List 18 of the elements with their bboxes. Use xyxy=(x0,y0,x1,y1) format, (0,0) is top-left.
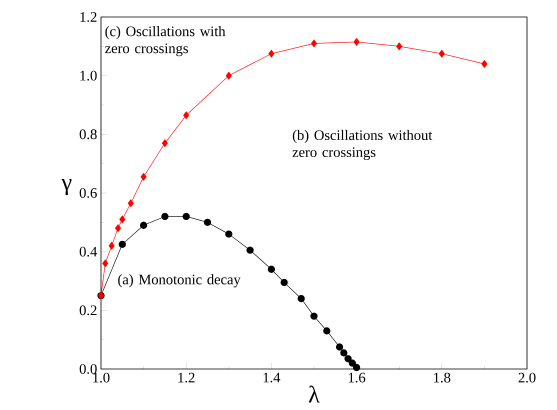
annotation: (b) Oscillations without zero crossings xyxy=(292,130,432,160)
y-tick-label: 1.0 xyxy=(80,70,97,81)
y-tick-label: 0.6 xyxy=(80,188,97,198)
x-tick-label: 1.4 xyxy=(264,372,280,383)
y-tick-label: 0.8 xyxy=(80,129,97,140)
x-axis-title: λ xyxy=(308,386,320,403)
y-tick-label: 0.0 xyxy=(80,364,97,374)
y-tick-label: 0.2 xyxy=(80,305,96,316)
x-tick-label: 1.2 xyxy=(178,372,194,383)
x-tick-label: 2.0 xyxy=(518,372,536,383)
annotation: (a) Monotonic decay xyxy=(118,274,241,288)
x-tick-label: 1.6 xyxy=(348,372,366,383)
y-tick-label: 1.2 xyxy=(80,12,96,22)
x-tick-label: 1.0 xyxy=(93,372,110,383)
y-axis-title: γ xyxy=(61,178,72,196)
y-tick-label: 0.4 xyxy=(80,246,98,257)
x-tick-label: 1.8 xyxy=(434,372,450,383)
annotation: (c) Oscillations with zero crossings xyxy=(105,26,226,56)
